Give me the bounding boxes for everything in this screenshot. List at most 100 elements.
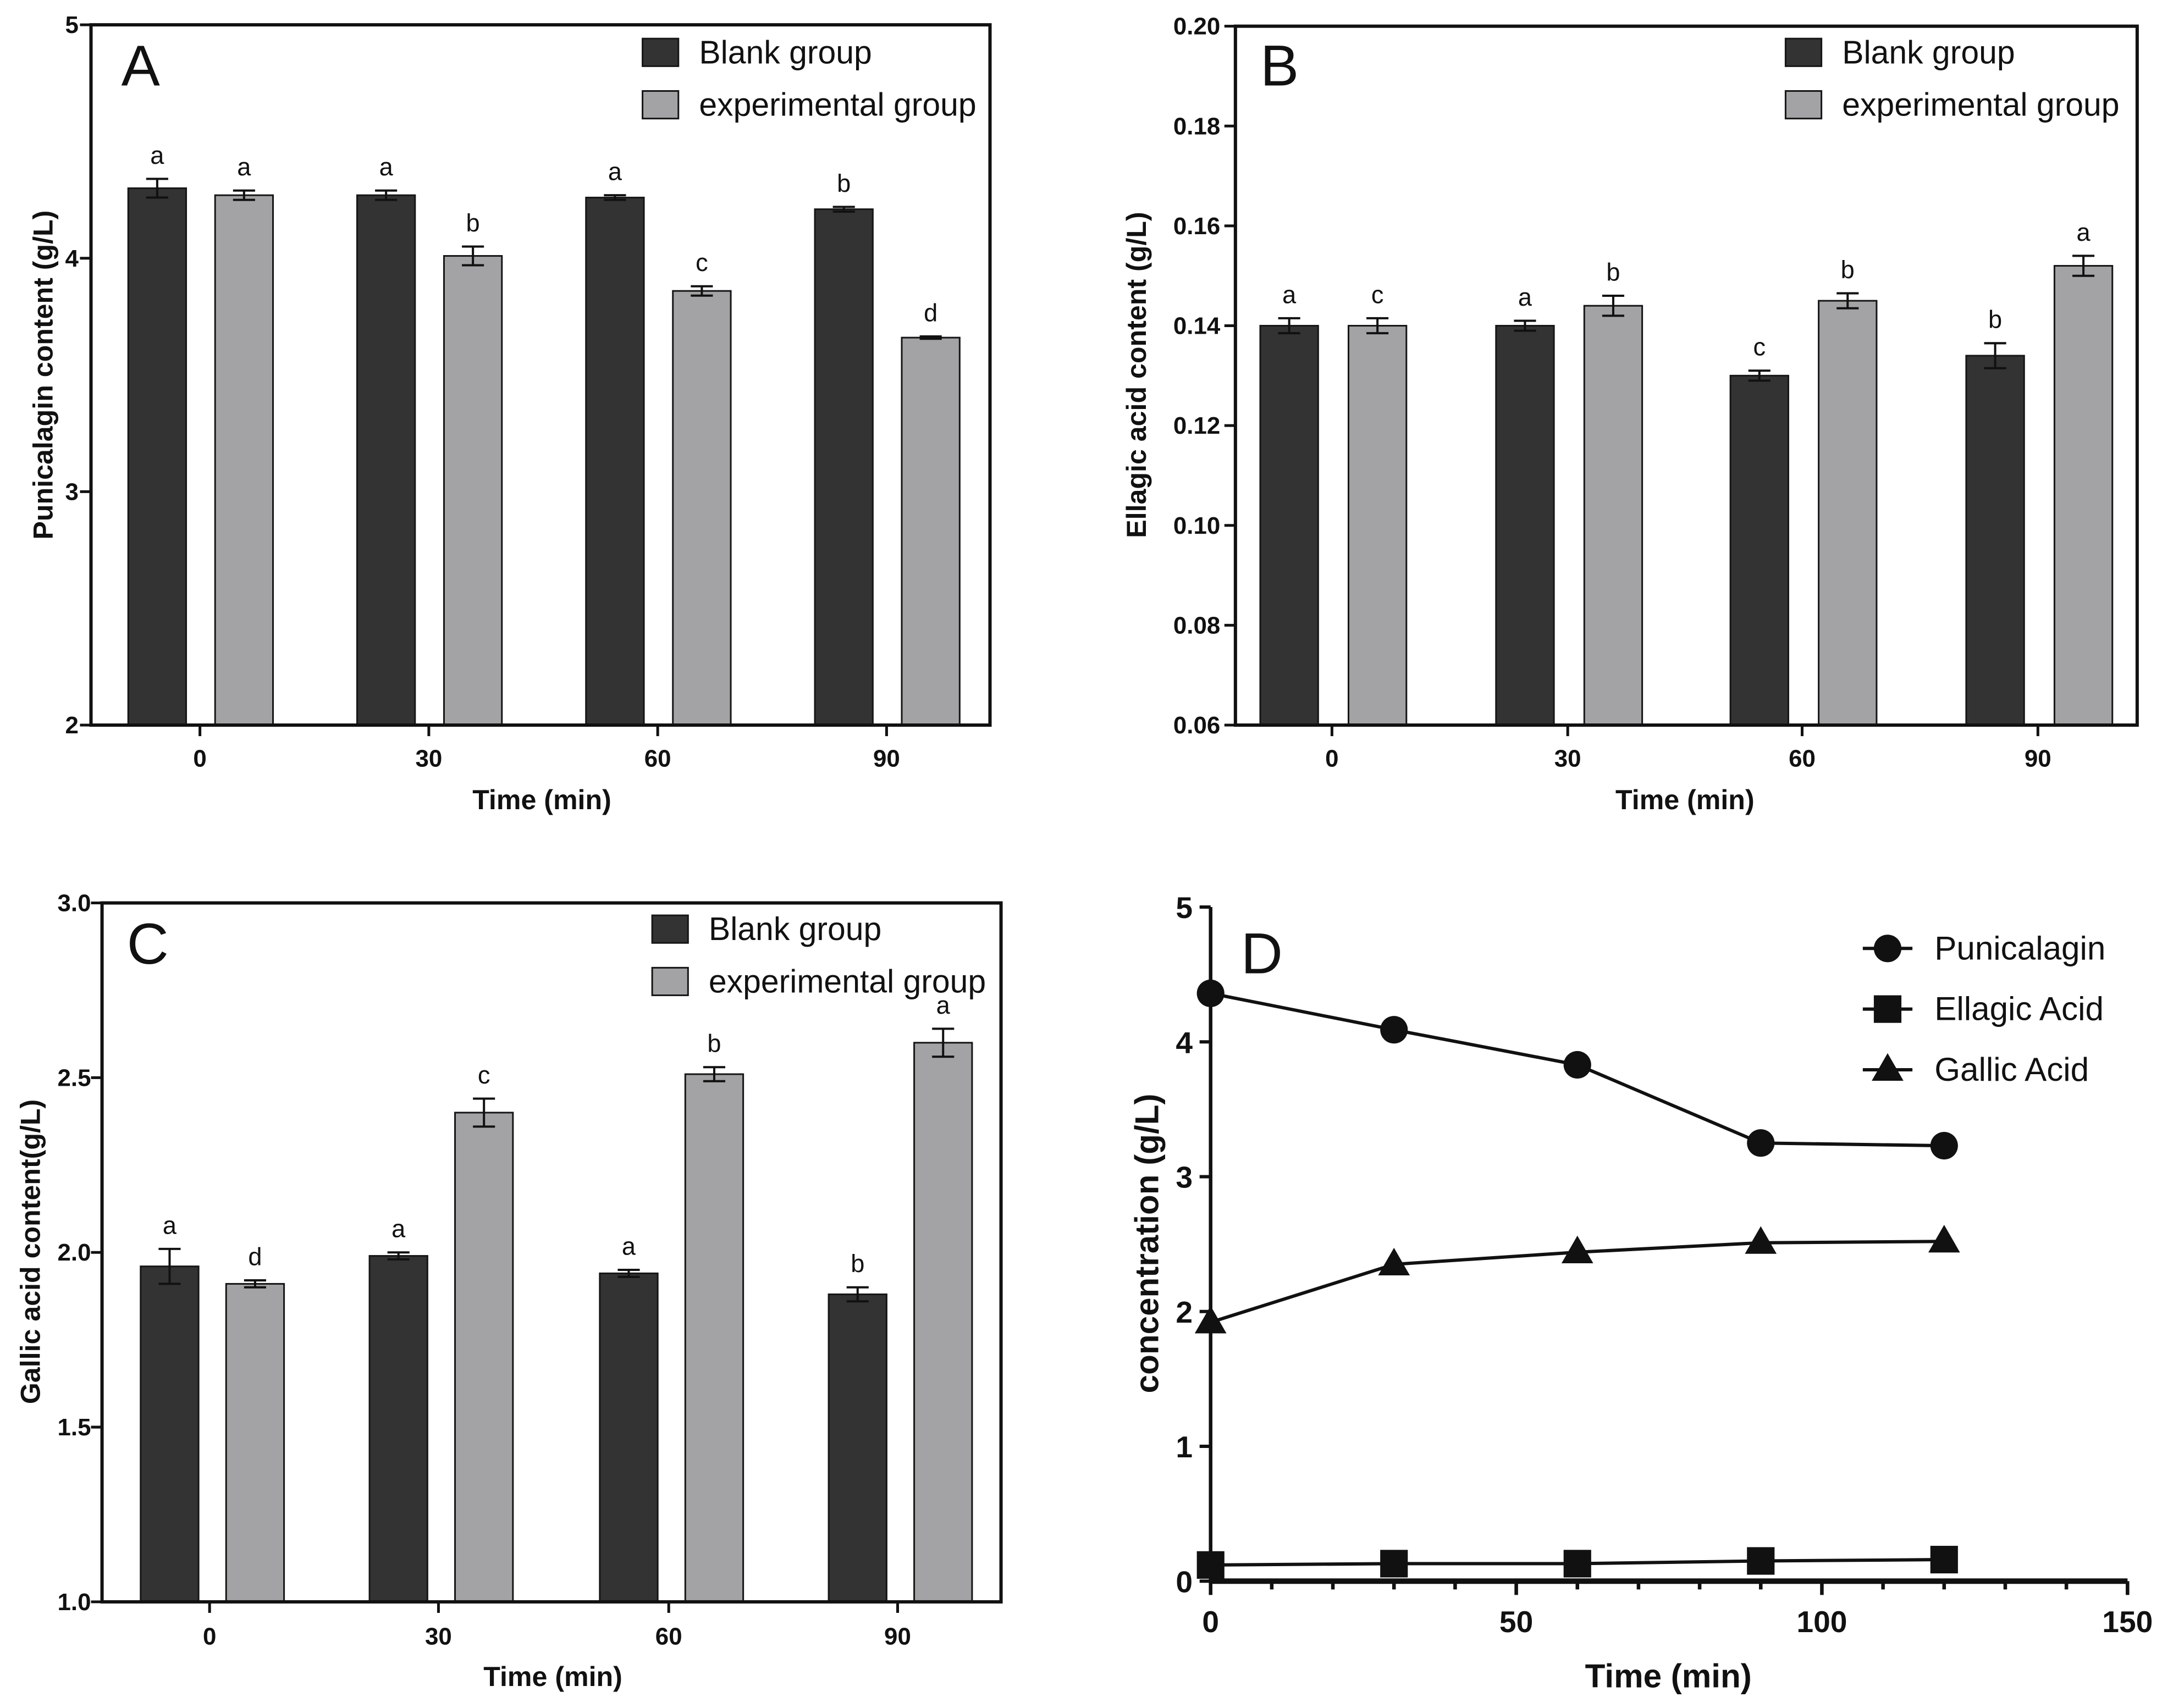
point-ellagic-acid-0 (1196, 1551, 1225, 1579)
legend: Blank group experimental group (651, 911, 986, 1000)
y-tick-label: 0.08 (1173, 612, 1220, 639)
legend-marker-ellagic-acid (1873, 995, 1902, 1023)
bar-experimental-group-30 (454, 1112, 514, 1603)
y-tick-label: 0.18 (1173, 113, 1220, 140)
legend-label: Punicalagin (1934, 930, 2105, 966)
y-tick-label: 2.5 (58, 1064, 91, 1091)
bar-blank-group-60 (599, 1272, 659, 1603)
point-ellagic-acid-90 (1747, 1547, 1775, 1575)
y-tick-label: 4 (65, 245, 79, 272)
x-tick-label: 60 (1789, 745, 1816, 772)
y-axis-label: Ellagic acid content (g/L) (1121, 212, 1152, 538)
significance-letter: a (1518, 283, 1532, 311)
panel-b: a a c b c b b a 0.06 0.08 0.10 0.12 0.14 0.16 0.18 0.20… (1121, 13, 2139, 815)
error-bar-experimental-group-60 (691, 285, 713, 297)
legend-label: Blank group (1842, 35, 2015, 70)
panel-c: a a a b d c b a 1.0 1.5 2.0 2.5 3.0 0 30 60 90 Time (min)… (15, 890, 1003, 1692)
bar-experimental-group-60 (672, 290, 732, 726)
bar-experimental-group-90 (913, 1042, 973, 1603)
point-ellagic-acid-120 (1930, 1545, 1958, 1574)
significance-letter: a (1282, 280, 1297, 308)
error-bar-blank-group-0 (158, 1247, 181, 1285)
bar-experimental-group-60 (684, 1073, 744, 1603)
plot-frame (1233, 24, 2139, 727)
x-tick-label: 30 (425, 1623, 452, 1650)
y-tick-label: 2 (65, 712, 79, 739)
bar-experimental-group-0 (225, 1283, 285, 1603)
bar-experimental-group-30 (443, 255, 503, 726)
panel-label: C (127, 912, 169, 976)
x-tick-label: 150 (2102, 1605, 2153, 1639)
significance-letter: a (150, 141, 164, 169)
legend-label: Blank group (709, 911, 881, 947)
y-tick-label: 4 (1176, 1025, 1193, 1059)
bar-experimental-group-0 (1347, 325, 1408, 726)
point-punicalagin-90 (1747, 1129, 1775, 1157)
significance-letter: c (478, 1061, 490, 1089)
bar-experimental-group-0 (214, 194, 274, 726)
error-bar-blank-group-60 (1748, 369, 1771, 382)
panel-d: 0 50 100 150 0 1 2 3 4 5 Time (min) concentration (… (1128, 891, 2153, 1694)
legend: Blank group experimental group (1784, 35, 2120, 123)
x-tick-label: 30 (1554, 745, 1581, 772)
significance-letter: a (622, 1232, 636, 1260)
bar-blank-group-0 (127, 187, 187, 726)
point-ellagic-acid-30 (1380, 1550, 1408, 1578)
point-punicalagin-30 (1380, 1016, 1408, 1044)
y-tick-label: 3 (65, 478, 79, 505)
x-tick-label: 0 (1325, 745, 1338, 772)
panel-label: D (1241, 921, 1283, 986)
error-bar-experimental-group-0 (1366, 317, 1389, 335)
error-bar-blank-group-60 (604, 194, 626, 201)
error-bar-experimental-group-30 (1602, 295, 1625, 317)
error-bar-experimental-group-0 (233, 189, 255, 201)
error-bar-experimental-group-30 (462, 245, 484, 267)
error-bar-blank-group-0 (1278, 317, 1300, 335)
plot-frame (89, 23, 992, 727)
significance-letter: b (851, 1250, 864, 1278)
panel-a: a a a b a b c d 2 3 4 5 0 30 60 90 Time (min) Punicalagin… (27, 12, 992, 815)
significance-letter: a (608, 158, 622, 186)
x-axis-label: Time (min) (1585, 1657, 1752, 1694)
point-punicalagin-0 (1196, 979, 1225, 1008)
y-tick-label: 5 (65, 12, 79, 38)
series-ellagic-acid (1196, 1545, 1958, 1579)
y-tick-label: 1 (1176, 1430, 1193, 1464)
y-axis-label: Punicalagin content (g/L) (27, 211, 58, 540)
error-bar-blank-group-30 (387, 1251, 410, 1261)
significance-letter: b (837, 169, 851, 197)
significance-letter: c (1753, 333, 1766, 361)
error-bar-experimental-group-90 (2072, 255, 2095, 277)
x-tick-label: 0 (193, 745, 206, 772)
significance-letter: a (2077, 218, 2091, 246)
y-tick-label: 0.16 (1173, 213, 1220, 240)
bar-experimental-group-90 (901, 336, 961, 726)
legend: Blank group experimental group (642, 35, 977, 123)
error-bar-experimental-group-90 (932, 1027, 955, 1058)
point-gallic-acid-0 (1194, 1306, 1227, 1334)
legend-label: Ellagic Acid (1934, 991, 2104, 1027)
y-tick-label: 0 (1176, 1565, 1193, 1599)
bar-blank-group-90 (1965, 355, 2025, 726)
legend: Punicalagin Ellagic Acid Gallic Acid (1862, 930, 2105, 1088)
legend-swatch-blank-group (651, 914, 689, 944)
point-gallic-acid-30 (1378, 1247, 1410, 1276)
significance-letter: a (391, 1215, 406, 1243)
y-tick-label: 2 (1176, 1295, 1193, 1329)
bar-blank-group-30 (1495, 325, 1555, 726)
y-tick-label: 0.14 (1173, 313, 1221, 340)
panel-label: B (1260, 34, 1299, 98)
legend-swatch-experimental-group (642, 90, 680, 120)
legend-swatch-blank-group (642, 37, 680, 67)
error-bar-blank-group-30 (1514, 319, 1536, 332)
significance-letter: a (936, 991, 951, 1019)
y-axis-label: Gallic acid content(g/L) (15, 1099, 46, 1404)
x-tick-label: 60 (655, 1623, 682, 1650)
point-gallic-acid-90 (1745, 1226, 1777, 1254)
y-tick-label: 2.0 (58, 1239, 91, 1266)
y-tick-label: 5 (1176, 891, 1193, 925)
error-bar-experimental-group-0 (244, 1279, 266, 1289)
legend-marker-gallic-acid (1872, 1053, 1904, 1081)
bar-blank-group-90 (828, 1293, 887, 1603)
legend-label: experimental group (1842, 87, 2119, 123)
